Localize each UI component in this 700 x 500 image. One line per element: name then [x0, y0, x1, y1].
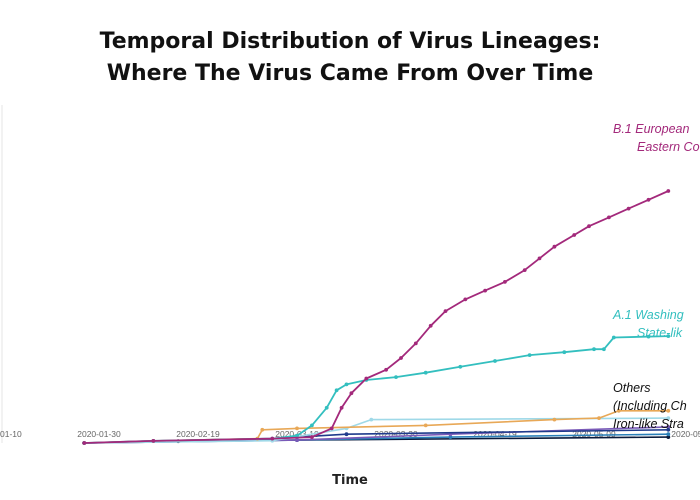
data-point: [82, 441, 87, 445]
data-point: [572, 233, 577, 237]
data-point: [592, 347, 596, 352]
data-point: [646, 334, 651, 339]
data-point: [349, 391, 354, 396]
series-label: (Including Ch: [613, 399, 687, 413]
data-point: [443, 309, 448, 313]
data-point: [151, 439, 156, 443]
data-point: [458, 364, 463, 369]
data-point: [394, 375, 398, 379]
data-point: [626, 206, 631, 211]
data-point: [413, 341, 418, 346]
x-axis-label: Time: [332, 473, 368, 488]
data-point: [646, 197, 651, 202]
data-point: [324, 405, 329, 410]
data-point: [310, 435, 314, 439]
data-point: [334, 388, 339, 393]
data-point: [428, 323, 433, 328]
data-point: [616, 408, 621, 413]
data-point: [483, 288, 487, 293]
data-point: [344, 432, 349, 437]
data-point: [423, 423, 428, 428]
data-point: [503, 280, 507, 284]
data-point: [666, 416, 671, 420]
series-0: [82, 189, 671, 445]
data-point: [369, 417, 374, 422]
data-point: [295, 438, 299, 442]
series-line: [84, 190, 669, 444]
data-point: [666, 425, 671, 429]
data-point: [666, 189, 671, 193]
data-point: [295, 433, 299, 438]
data-point: [666, 432, 671, 437]
data-point: [344, 382, 349, 387]
data-point: [270, 436, 275, 441]
data-point: [364, 376, 369, 381]
data-point: [552, 417, 557, 422]
x-tick-label: 2020-02-19: [176, 429, 220, 439]
series-label: Others: [613, 381, 651, 395]
data-point: [552, 244, 557, 249]
data-point: [607, 215, 611, 220]
x-tick-label: 2020-05-29: [671, 429, 700, 439]
series-label: B.1 European: [613, 122, 690, 136]
data-point: [399, 356, 403, 360]
data-point: [423, 370, 428, 375]
data-point: [666, 427, 671, 432]
data-point: [666, 435, 671, 439]
data-point: [463, 297, 468, 302]
series-label: State-lik: [637, 326, 683, 340]
data-point: [522, 268, 527, 272]
data-point: [587, 224, 591, 229]
data-point: [295, 426, 299, 431]
data-point: [448, 435, 453, 439]
data-point: [666, 408, 671, 413]
data-point: [666, 334, 671, 338]
data-point: [493, 359, 497, 363]
series-label: Iron-like Stra: [613, 417, 684, 431]
chart-title-line2: Where The Virus Came From Over Time: [106, 61, 594, 86]
series-label: A.1 Washing: [613, 308, 684, 322]
data-point: [602, 347, 606, 352]
data-point: [562, 350, 567, 355]
data-point: [310, 423, 314, 428]
x-tick-label: 2020-04-19: [473, 429, 517, 439]
x-tick-label: 2020-01-10: [0, 429, 22, 439]
data-point: [339, 405, 344, 410]
series-label: Eastern Co: [637, 140, 700, 154]
data-point: [611, 335, 616, 340]
data-point: [597, 416, 601, 420]
data-point: [329, 426, 334, 431]
data-point: [384, 367, 388, 372]
x-tick-label: 2020-01-30: [77, 429, 121, 439]
data-point: [260, 427, 265, 432]
x-tick-label: 2020-05-09: [572, 429, 616, 439]
chart-title-line1: Temporal Distribution of Virus Lineages:: [99, 29, 601, 54]
data-point: [537, 256, 542, 261]
data-point: [527, 353, 532, 357]
